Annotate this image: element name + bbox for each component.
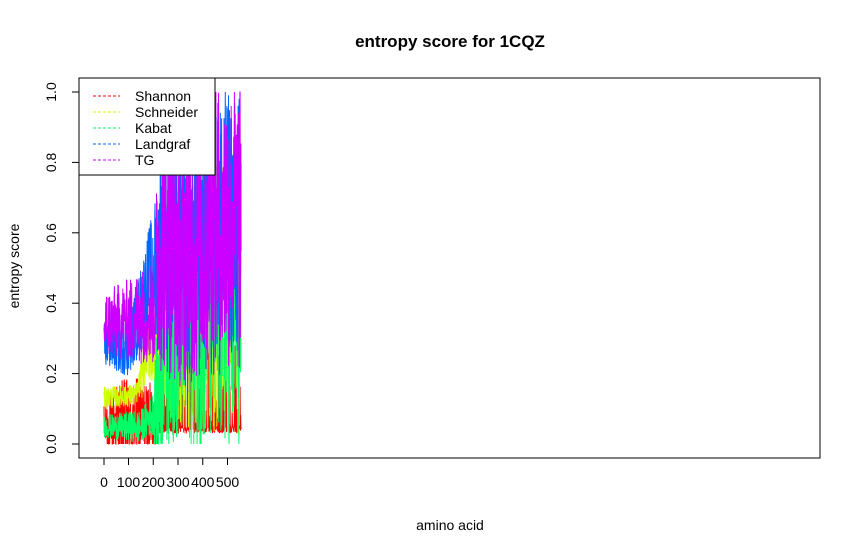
x-tick-label: 200 (142, 474, 166, 490)
legend-label-kabat: Kabat (135, 120, 172, 136)
series-line-tg (103, 91, 242, 393)
legend-box (78, 77, 216, 176)
y-tick-label: 0.8 (43, 152, 59, 172)
y-tick-label: 0.6 (43, 223, 59, 243)
x-axis-label: amino acid (416, 517, 484, 533)
x-tick-label: 500 (216, 474, 240, 490)
x-tick-label: 400 (191, 474, 215, 490)
x-tick-label: 100 (117, 474, 141, 490)
x-tick-label: 0 (100, 474, 108, 490)
series-layer (103, 91, 242, 445)
chart-title: entropy score for 1CQZ (355, 32, 545, 51)
series-line-kabat (103, 168, 242, 445)
y-tick-label: 1.0 (43, 82, 59, 102)
legend-label-landgraf: Landgraf (135, 136, 190, 152)
legend-label-tg: TG (135, 152, 154, 168)
x-tick-label: 300 (166, 474, 190, 490)
y-axis-label: entropy score (6, 223, 22, 308)
legend-label-shannon: Shannon (135, 88, 191, 104)
y-tick-label: 0.0 (43, 434, 59, 454)
legend-label-schneider: Schneider (135, 104, 198, 120)
y-tick-label: 0.2 (43, 364, 59, 384)
y-tick-label: 0.4 (43, 293, 59, 313)
